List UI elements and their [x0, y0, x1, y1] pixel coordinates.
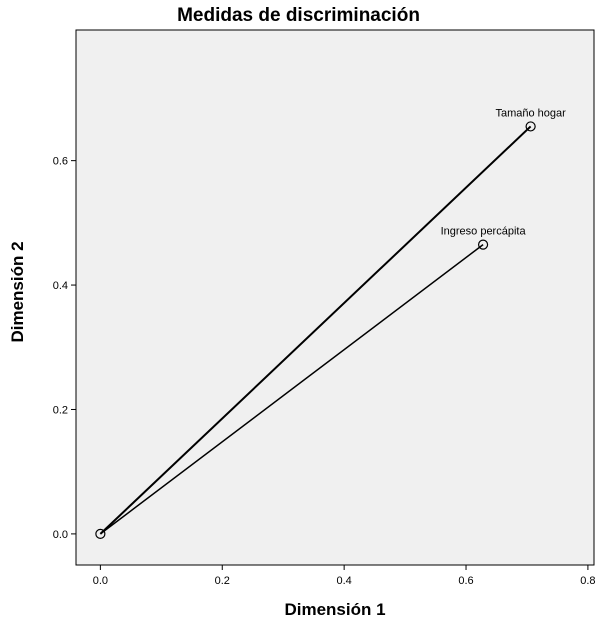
x-axis-label: Dimensión 1: [284, 600, 386, 619]
point-labels: Tamaño hogar Ingreso percápita: [441, 107, 567, 237]
point-markers: [95, 121, 536, 539]
y-tick-label: 0.4: [53, 280, 68, 292]
y-axis: 0.0 0.2 0.4 0.6: [53, 156, 76, 541]
x-tick-label: 0.6: [458, 575, 473, 587]
origin-marker: [95, 528, 106, 539]
x-tick-label: 0.4: [336, 575, 351, 587]
x-tick-label: 0.0: [93, 575, 108, 587]
point-marker: [477, 239, 489, 250]
y-tick-label: 0.0: [53, 529, 68, 541]
chart-title: Medidas de discriminación: [177, 5, 420, 26]
vector-line: [99, 244, 484, 535]
x-tick-label: 0.8: [580, 575, 595, 587]
point-marker: [525, 121, 536, 132]
y-axis-label: Dimensión 2: [8, 241, 27, 343]
y-tick-label: 0.2: [53, 404, 68, 416]
x-axis: 0.0 0.2 0.4 0.6 0.8: [93, 565, 596, 587]
y-tick-label: 0.6: [53, 156, 68, 168]
vector-lines: [99, 125, 532, 535]
point-label: Tamaño hogar: [495, 107, 566, 119]
x-tick-label: 0.2: [215, 575, 230, 587]
point-label: Ingreso percápita: [441, 226, 527, 238]
vector-line: [99, 125, 532, 535]
